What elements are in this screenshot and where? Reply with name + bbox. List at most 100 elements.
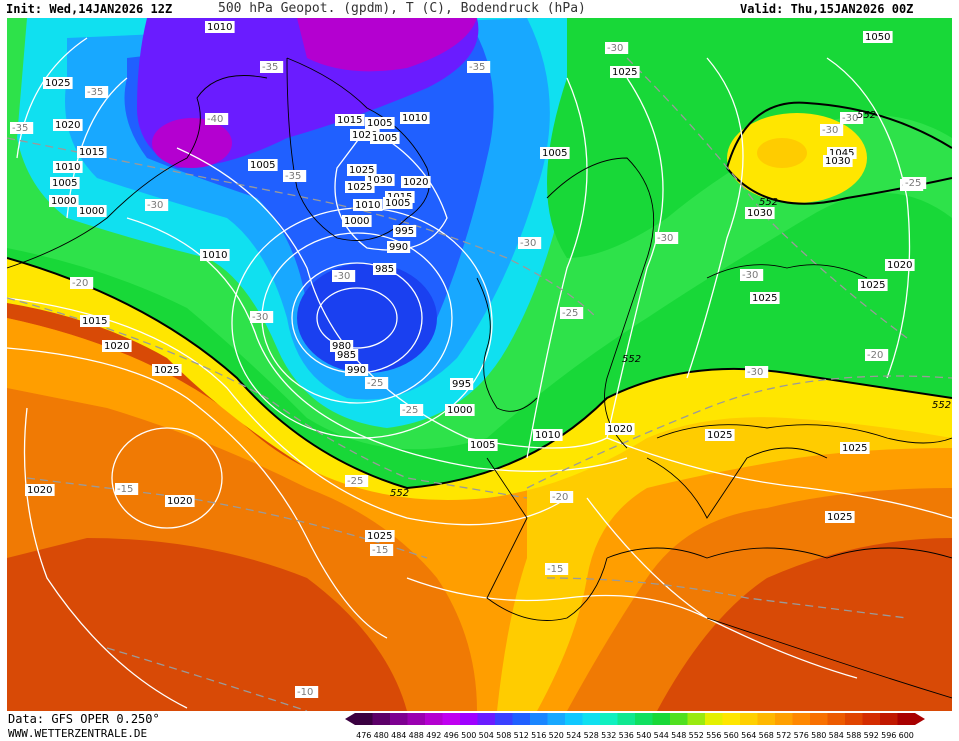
legend-swatch bbox=[390, 713, 408, 725]
temperature-label: -25 bbox=[345, 475, 369, 487]
temperature-label: -30 bbox=[250, 311, 274, 323]
pressure-label: 1010 bbox=[53, 161, 83, 173]
temperature-label: -25 bbox=[560, 307, 584, 319]
temperature-label-text: -15 bbox=[547, 564, 563, 575]
legend-swatch bbox=[670, 713, 688, 725]
map-header: Init: Wed,14JAN2026 12Z 500 hPa Geopot. … bbox=[0, 0, 959, 18]
data-source: Data: GFS OPER 0.250° bbox=[8, 712, 160, 726]
temperature-label: -20 bbox=[550, 491, 574, 503]
temperature-label: -20 bbox=[865, 349, 889, 361]
legend-tick-label: 556 bbox=[706, 731, 721, 740]
pressure-label-text: 1030 bbox=[367, 175, 392, 186]
pressure-label-text: 1020 bbox=[403, 177, 428, 188]
pressure-label-text: 990 bbox=[347, 365, 366, 376]
temperature-label: -10 bbox=[295, 686, 319, 698]
temperature-label: -30 bbox=[145, 199, 169, 211]
pressure-label-text: 985 bbox=[375, 264, 394, 275]
temperature-label: -15 bbox=[545, 563, 569, 575]
pressure-label: 1020 bbox=[401, 176, 431, 188]
temperature-label: -30 bbox=[740, 269, 764, 281]
pressure-label-text: 1010 bbox=[55, 162, 80, 173]
legend-swatch bbox=[617, 713, 635, 725]
pressure-label-text: 985 bbox=[337, 350, 356, 361]
legend-tick-label: 492 bbox=[426, 731, 441, 740]
legend-swatch bbox=[547, 713, 565, 725]
legend-tick-label: 572 bbox=[776, 731, 791, 740]
legend-swatch bbox=[425, 713, 443, 725]
temperature-label-text: -25 bbox=[367, 378, 383, 389]
pressure-label-text: 1050 bbox=[865, 32, 890, 43]
legend-tick-label: 476 bbox=[356, 731, 371, 740]
legend-swatch bbox=[757, 713, 775, 725]
pressure-label: 995 bbox=[393, 225, 417, 237]
temperature-label-text: -30 bbox=[607, 43, 623, 54]
pressure-label: 1010 bbox=[353, 199, 383, 211]
legend-swatch bbox=[600, 713, 618, 725]
height-contour-label: 552 bbox=[932, 400, 951, 411]
height-contour-label: 552 bbox=[759, 197, 778, 208]
pressure-label-text: 1020 bbox=[607, 424, 632, 435]
temperature-label: -35 bbox=[10, 122, 34, 134]
legend-tick-label: 508 bbox=[496, 731, 511, 740]
legend-tick-label: 496 bbox=[444, 731, 459, 740]
legend-tick-label: 484 bbox=[391, 731, 406, 740]
temperature-label: -15 bbox=[115, 483, 139, 495]
pressure-label: 1025 bbox=[43, 77, 73, 89]
pressure-label: 1025 bbox=[825, 511, 855, 523]
legend-swatch bbox=[722, 713, 740, 725]
legend-swatch bbox=[355, 713, 373, 725]
legend-swatch bbox=[862, 713, 880, 725]
pressure-label: 1020 bbox=[102, 340, 132, 352]
pressure-label-text: 1000 bbox=[447, 405, 472, 416]
pressure-label: 1050 bbox=[863, 31, 893, 43]
pressure-label-text: 1000 bbox=[344, 216, 369, 227]
pressure-label: 1020 bbox=[25, 484, 55, 496]
pressure-label: 1030 bbox=[823, 155, 853, 167]
pressure-label-text: 1020 bbox=[352, 130, 377, 141]
pressure-label-text: 1025 bbox=[842, 443, 867, 454]
pressure-label: 1020 bbox=[605, 423, 635, 435]
pressure-label: 1025 bbox=[365, 530, 395, 542]
pressure-label-text: 1010 bbox=[535, 430, 560, 441]
pressure-label-text: 1005 bbox=[372, 133, 397, 144]
pressure-label-text: 1000 bbox=[51, 196, 76, 207]
map-footer: Data: GFS OPER 0.250° WWW.WETTERZENTRALE… bbox=[0, 711, 959, 741]
legend-swatch bbox=[372, 713, 390, 725]
temperature-label-text: -30 bbox=[657, 233, 673, 244]
legend-swatch bbox=[810, 713, 828, 725]
temperature-label: -30 bbox=[605, 42, 629, 54]
legend-swatch bbox=[897, 713, 915, 725]
pressure-label: 1000 bbox=[342, 215, 372, 227]
pressure-label: 1005 bbox=[248, 159, 278, 171]
pressure-label: 990 bbox=[387, 241, 411, 253]
pressure-label-text: 1005 bbox=[250, 160, 275, 171]
legend-tick-label: 560 bbox=[724, 731, 739, 740]
pressure-label-text: 1005 bbox=[385, 198, 410, 209]
pressure-label-text: 980 bbox=[332, 341, 351, 352]
pressure-label: 1000 bbox=[77, 205, 107, 217]
legend-tick-label: 516 bbox=[531, 731, 546, 740]
temperature-label-layer: -35-35-40-35-35-30-30-35-30-30-30-25-30-… bbox=[10, 42, 927, 698]
pressure-label-text: 1025 bbox=[612, 67, 637, 78]
pressure-label: 1005 bbox=[468, 439, 498, 451]
legend-tick-label: 520 bbox=[549, 731, 564, 740]
pressure-label: 1005 bbox=[370, 132, 400, 144]
pressure-label-text: 1025 bbox=[349, 165, 374, 176]
temperature-label-text: -25 bbox=[347, 476, 363, 487]
pressure-label: 1030 bbox=[745, 207, 775, 219]
temperature-label: -25 bbox=[365, 377, 389, 389]
temperature-label: -25 bbox=[400, 404, 424, 416]
legend-tick-label: 488 bbox=[409, 731, 424, 740]
pressure-label-text: 1030 bbox=[825, 156, 850, 167]
pressure-label-text: 1005 bbox=[470, 440, 495, 451]
pressure-label-text: 1025 bbox=[860, 280, 885, 291]
temperature-label-text: -30 bbox=[822, 125, 838, 136]
temperature-label: -15 bbox=[370, 544, 394, 556]
legend-swatch bbox=[635, 713, 653, 725]
pressure-label-text: 1030 bbox=[747, 208, 772, 219]
pressure-label: 1000 bbox=[445, 404, 475, 416]
legend-tick-label: 480 bbox=[374, 731, 389, 740]
pressure-label: 1000 bbox=[49, 195, 79, 207]
legend-tick-label: 528 bbox=[584, 731, 599, 740]
